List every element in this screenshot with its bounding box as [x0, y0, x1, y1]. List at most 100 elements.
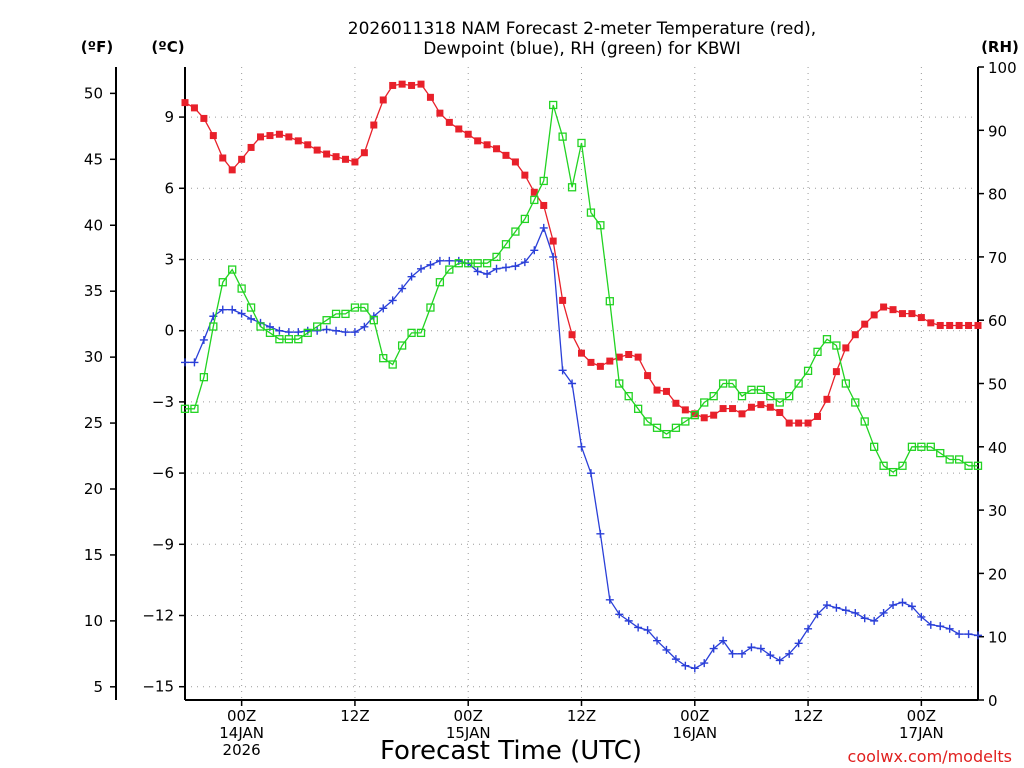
rh-point [954, 455, 964, 464]
2-meter-temperature-point [408, 81, 416, 89]
2-meter-temperature-point [596, 362, 604, 370]
rh-point [851, 398, 860, 407]
rh-point [180, 404, 190, 413]
rh-point [369, 316, 378, 325]
rh-point [549, 100, 558, 110]
c-tick-label: 6 [164, 179, 174, 197]
2-meter-temperature-point [842, 344, 850, 352]
rh-point [964, 461, 973, 470]
c-tick-label: −15 [142, 678, 174, 696]
2-meter-temperature-point [672, 399, 680, 407]
dewpoint-point [483, 270, 492, 279]
rh-point [256, 322, 265, 331]
rh-point [464, 259, 473, 268]
2-meter-temperature-point [898, 310, 906, 318]
x-tick-label: 00Z [227, 707, 256, 725]
x-tick-label: 15JAN [446, 724, 491, 742]
rh-point [341, 309, 350, 319]
f-tick-label: 15 [84, 546, 103, 564]
rh-tick-label: 80 [988, 186, 1007, 204]
2-meter-temperature-point [861, 320, 869, 328]
dewpoint-point [435, 256, 444, 265]
2-meter-temperature-point [870, 311, 878, 319]
dewpoint-point [794, 639, 803, 648]
2-meter-temperature-point [540, 201, 548, 209]
2-meter-temperature-point [521, 171, 529, 179]
dewpoint-point [681, 661, 690, 670]
2-meter-temperature-point [738, 410, 746, 418]
dewpoint-point [898, 598, 907, 607]
2-meter-temperature-point [360, 149, 368, 157]
dewpoint-point [190, 358, 199, 367]
dewpoint-point [549, 252, 558, 261]
rh-point [228, 265, 237, 274]
rh-tick-label: 40 [988, 439, 1007, 457]
2-meter-temperature-point [474, 137, 482, 145]
dewpoint-point [388, 296, 397, 305]
2-meter-temperature-point [747, 403, 755, 411]
rh-point [482, 259, 492, 268]
c-tick-label: 0 [164, 322, 174, 340]
rh-point [973, 461, 983, 470]
rh-point [558, 132, 567, 141]
dewpoint-point [181, 358, 189, 367]
dewpoint-point [653, 636, 662, 645]
rh-point [596, 221, 605, 230]
dewpoint-point [936, 622, 945, 631]
c-tick-label: −6 [152, 464, 174, 482]
dewpoint-point [228, 305, 237, 314]
rh-point [879, 461, 888, 470]
rh-point [822, 335, 832, 344]
2-meter-temperature-point [823, 395, 831, 403]
2-meter-temperature-point [880, 303, 888, 311]
dewpoint-point [700, 659, 709, 668]
rh-point [728, 379, 737, 388]
dewpoint-point [634, 623, 643, 632]
2-meter-temperature-point [559, 296, 567, 304]
x-tick-label: 17JAN [899, 724, 944, 742]
c-tick-label: 3 [164, 250, 174, 268]
grid-lines [185, 67, 978, 700]
dewpoint-point [615, 610, 624, 619]
credit-link[interactable]: coolwx.com/modelts [848, 747, 1012, 766]
rh-point [520, 214, 530, 224]
x-tick-label: 12Z [793, 707, 822, 725]
2-meter-temperature-point [587, 358, 595, 366]
rh-point [813, 347, 822, 357]
2-meter-temperature-point [644, 372, 652, 380]
dewpoint-point [870, 616, 879, 625]
dewpoint-point [218, 305, 227, 314]
2-meter-temperature-point [257, 133, 265, 141]
dewpoint-point [974, 631, 982, 640]
dewpoint-point [690, 664, 699, 673]
rh-point [567, 183, 577, 192]
2-meter-temperature-point [417, 80, 425, 88]
dewpoint-point [341, 328, 350, 337]
2-meter-temperature-point [766, 403, 774, 411]
rh-tick-label: 100 [988, 59, 1017, 77]
rh-point [926, 442, 935, 451]
2-meter-temperature-point [313, 146, 321, 154]
dewpoint-point [398, 284, 407, 293]
rh-axis-unit-label: (RH) [981, 38, 1019, 56]
rh-point [803, 366, 813, 375]
2-meter-temperature-point [757, 401, 765, 409]
dewpoint-point [964, 630, 973, 639]
2-meter-temperature-point [927, 319, 935, 327]
dewpoint-point [350, 328, 359, 337]
2-meter-temperature-point [965, 321, 973, 329]
2-meter-temperature-point [729, 405, 737, 413]
rh-point [888, 467, 898, 477]
rh-point [360, 303, 369, 312]
rh-point [681, 417, 690, 426]
rh-point [350, 303, 360, 312]
2-meter-temperature-point [247, 143, 255, 151]
f-axis-unit-label: (ºF) [81, 38, 113, 56]
rh-tick-label: 70 [988, 249, 1007, 267]
dewpoint-point [662, 645, 671, 654]
rh-point [690, 410, 699, 420]
dewpoint-point [426, 260, 435, 269]
rh-point [841, 379, 850, 388]
2-meter-temperature-point [606, 357, 614, 365]
